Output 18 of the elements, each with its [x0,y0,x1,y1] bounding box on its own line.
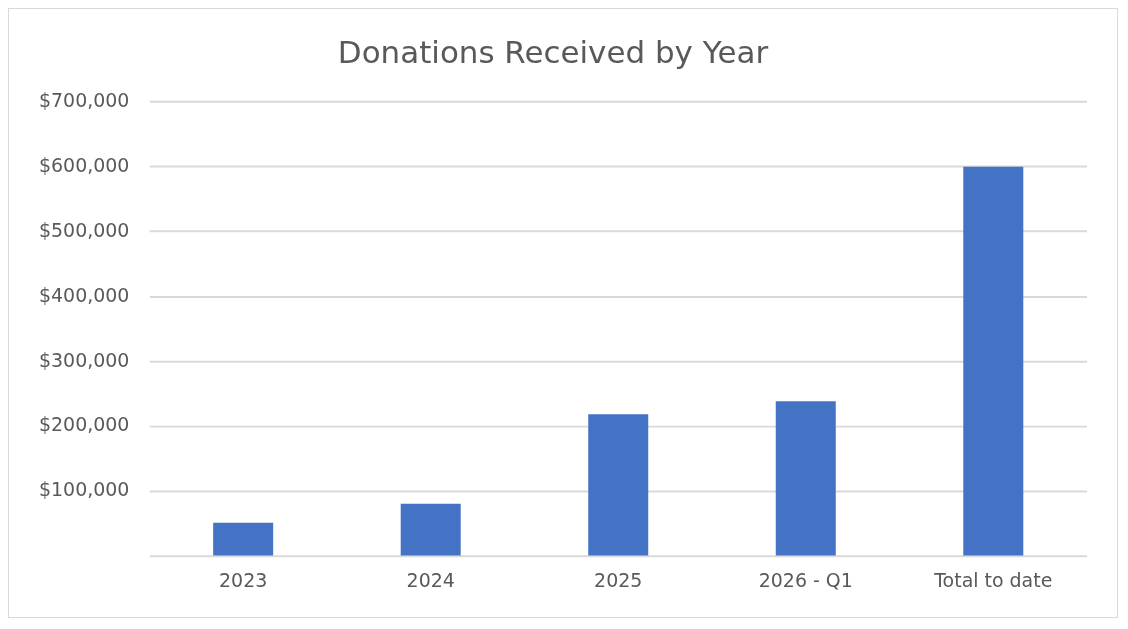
y-tick-label: $600,000 [39,153,130,176]
chart-title: Donations Received by Year [337,34,769,71]
x-tick-label: 2026 - Q1 [758,568,853,591]
x-tick-label: 2023 [219,568,268,591]
x-tick-label: 2025 [594,568,643,591]
y-tick-label: $100,000 [39,478,130,501]
y-tick-label: $300,000 [39,348,130,371]
y-tick-label: $700,000 [39,88,130,111]
y-tick-label: $500,000 [39,218,130,241]
y-tick-label: $400,000 [39,283,130,306]
bar [963,166,1024,556]
x-tick-label: 2024 [406,568,455,591]
x-tick-label: Total to date [933,568,1053,591]
y-tick-label: $200,000 [39,413,130,436]
bar [213,522,274,556]
bar [588,414,649,556]
bar [775,401,836,556]
bar [400,503,461,556]
